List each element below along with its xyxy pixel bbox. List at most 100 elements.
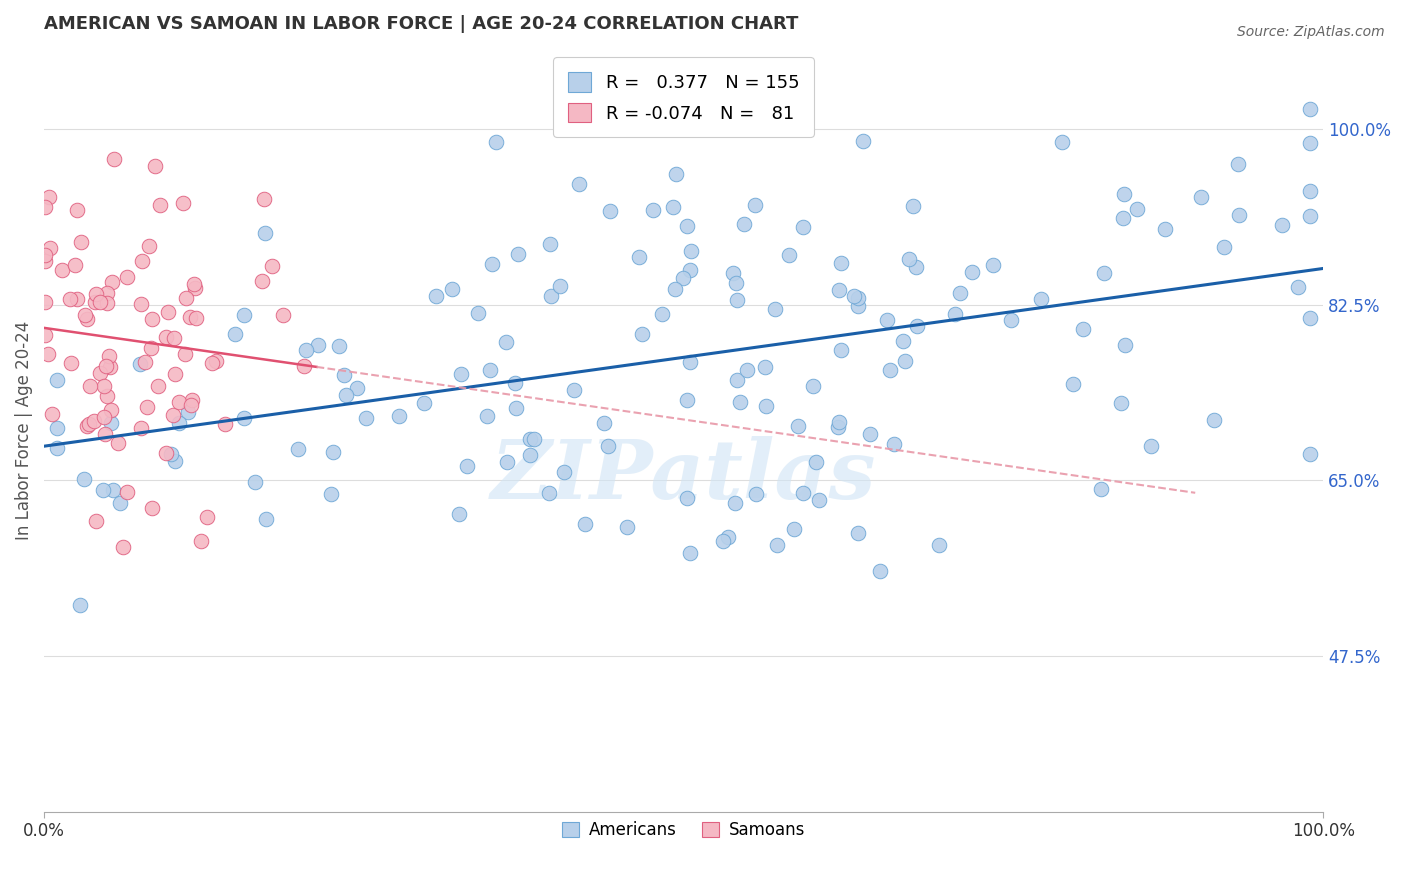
Point [675,491,697,505]
Point [38,190,60,204]
Point [77,417,100,432]
Point [891,334,914,348]
Text: Source: ZipAtlas.com: Source: ZipAtlas.com [1237,25,1385,39]
Point [162,408,184,422]
Point [141,312,163,326]
Point [135,401,157,415]
Point [1227,156,1250,170]
Point [93,426,115,441]
Point [89,294,111,309]
Point [949,286,972,301]
Point [84,514,107,528]
Point [155,445,177,459]
Point [232,308,254,322]
Point [456,459,478,474]
Point [143,159,166,173]
Point [564,383,586,397]
Point [662,200,685,214]
Point [495,455,517,469]
Point [180,392,202,407]
Y-axis label: In Labor Force | Age 20-24: In Labor Force | Age 20-24 [15,320,32,540]
Point [1071,322,1094,336]
Point [253,192,276,206]
Point [69,598,91,612]
Point [51,263,73,277]
Point [598,439,620,453]
Point [101,275,124,289]
Point [828,284,851,298]
Point [724,277,747,291]
Point [100,417,122,431]
Point [859,427,882,442]
Point [806,455,828,469]
Point [484,135,506,149]
Point [1112,187,1135,202]
Point [478,363,501,377]
Point [160,447,183,461]
Point [287,442,309,457]
Point [755,399,778,413]
Point [148,379,170,393]
Point [163,454,186,468]
Point [174,347,197,361]
Point [96,285,118,300]
Point [98,359,121,374]
Point [505,401,527,415]
Point [63,259,86,273]
Point [852,134,875,148]
Point [842,289,865,303]
Point [271,308,294,322]
Point [425,288,447,302]
Point [129,357,152,371]
Point [94,359,117,374]
Point [73,309,96,323]
Point [523,432,546,446]
Point [108,496,131,510]
Point [1299,447,1322,461]
Point [180,399,202,413]
Point [96,295,118,310]
Point [846,300,869,314]
Point [1092,266,1115,280]
Legend: Americans, Samoans: Americans, Samoans [555,814,811,846]
Point [830,343,852,357]
Point [115,270,138,285]
Point [717,529,740,543]
Point [960,265,983,279]
Point [481,257,503,271]
Point [744,198,766,212]
Point [894,353,917,368]
Point [387,409,409,424]
Point [134,355,156,369]
Point [76,419,98,434]
Point [574,517,596,532]
Point [1299,209,1322,223]
Point [537,486,560,500]
Point [733,217,755,231]
Point [599,204,621,219]
Point [1140,439,1163,453]
Point [627,250,650,264]
Point [149,197,172,211]
Point [177,404,200,418]
Point [1213,240,1236,254]
Point [292,359,315,374]
Point [34,248,56,262]
Point [1062,377,1084,392]
Point [876,313,898,327]
Point [294,343,316,358]
Point [179,310,201,325]
Point [201,356,224,370]
Point [679,546,702,560]
Point [98,349,121,363]
Point [103,152,125,166]
Point [131,254,153,268]
Point [1126,202,1149,216]
Point [111,540,134,554]
Point [250,274,273,288]
Point [643,202,665,217]
Text: ZIPatlas: ZIPatlas [491,436,876,516]
Point [905,260,928,274]
Point [744,487,766,501]
Point [93,483,115,498]
